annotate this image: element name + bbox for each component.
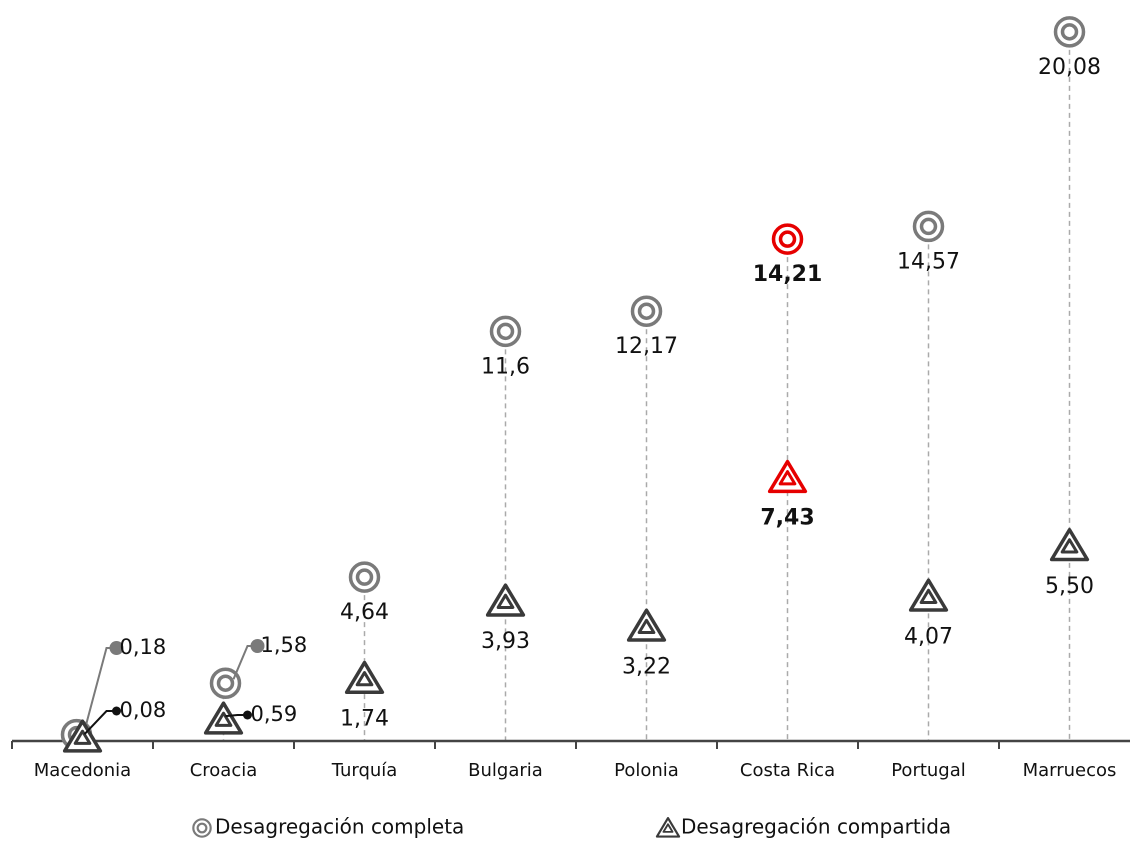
- circle-marker-inner: [778, 230, 797, 248]
- x-tick-label: Polonia: [614, 760, 679, 781]
- triangle-marker-outer: [62, 719, 103, 753]
- value-label: 3,93: [481, 629, 530, 654]
- legend-marker-outer: [192, 818, 212, 838]
- circle-marker-outer: [348, 561, 381, 593]
- value-label: 5,50: [1045, 574, 1094, 599]
- triangle-marker: [344, 660, 385, 695]
- triangle-marker: [485, 583, 526, 617]
- triangle-marker: [62, 719, 103, 753]
- x-tick-label: Marruecos: [1023, 760, 1117, 781]
- triangle-marker: [908, 578, 949, 612]
- triangle-marker-inner: [73, 729, 92, 745]
- x-tick-label: Turquía: [331, 760, 398, 781]
- triangle-marker-inner: [214, 711, 233, 727]
- x-tick-label: Macedonia: [34, 760, 131, 781]
- triangle-marker-inner: [496, 593, 515, 609]
- triangle-marker-outer: [344, 660, 385, 695]
- legend-marker: [655, 816, 681, 838]
- circle-marker-outer: [209, 667, 242, 699]
- circle-marker: [771, 223, 804, 255]
- value-label: 3,22: [622, 654, 671, 679]
- x-tick-label: Croacia: [190, 760, 258, 781]
- circle-marker: [489, 315, 522, 348]
- legend-label: Desagregación compartida: [681, 815, 951, 839]
- circle-marker-inner: [637, 302, 656, 320]
- x-tick-label: Bulgaria: [468, 760, 543, 781]
- circle-marker-outer: [630, 295, 663, 327]
- value-label: 1,74: [340, 707, 389, 732]
- circle-marker-inner: [1060, 23, 1079, 41]
- triangle-marker-inner: [1060, 538, 1079, 554]
- value-label: 20,08: [1038, 55, 1101, 80]
- triangle-marker-outer: [203, 701, 244, 735]
- circle-marker-inner: [216, 674, 235, 692]
- circle-marker: [209, 667, 242, 699]
- circle-marker-inner: [919, 217, 938, 236]
- triangle-marker-outer: [626, 608, 667, 642]
- triangle-marker: [626, 608, 667, 642]
- value-label: 12,17: [615, 334, 678, 359]
- value-label: 7,43: [760, 506, 814, 531]
- circle-marker-inner: [355, 568, 374, 586]
- legend-label: Desagregación completa: [215, 815, 464, 839]
- circle-marker-outer: [912, 210, 945, 243]
- circle-marker: [912, 210, 945, 243]
- value-label: 11,6: [481, 354, 530, 379]
- triangle-marker-inner: [637, 618, 656, 635]
- value-label: 0,59: [251, 702, 298, 726]
- legend-marker-inner: [662, 823, 674, 833]
- triangle-marker: [203, 701, 244, 735]
- triangle-marker-inner: [355, 671, 374, 687]
- circle-marker-outer: [489, 315, 522, 348]
- legend-marker-outer: [655, 816, 681, 838]
- x-tick-label: Costa Rica: [740, 760, 835, 781]
- circle-marker: [630, 295, 663, 327]
- value-label: 14,21: [753, 262, 823, 287]
- triangle-marker-inner: [919, 588, 938, 605]
- value-label: 0,18: [120, 635, 167, 659]
- value-label: 4,07: [904, 624, 953, 649]
- value-label: 14,57: [897, 249, 960, 274]
- callout-dot: [112, 706, 121, 716]
- triangle-marker-outer: [767, 459, 808, 494]
- x-tick-label: Portugal: [891, 760, 966, 781]
- circle-marker-inner: [496, 322, 515, 341]
- value-label: 0,08: [120, 698, 167, 722]
- circle-marker: [348, 561, 381, 593]
- triangle-marker-inner: [778, 470, 797, 486]
- circle-marker: [1053, 16, 1086, 48]
- triangle-marker: [1049, 528, 1090, 562]
- value-label: 1,58: [261, 633, 308, 657]
- triangle-marker-outer: [908, 578, 949, 612]
- triangle-marker-outer: [1049, 528, 1090, 562]
- triangle-marker: [767, 459, 808, 494]
- circle-marker-outer: [771, 223, 804, 255]
- callout-dot: [109, 641, 124, 655]
- callout-dot: [250, 639, 265, 653]
- legend-marker-inner: [196, 822, 208, 834]
- callout-dot: [243, 710, 252, 720]
- triangle-marker-outer: [485, 583, 526, 617]
- legend-marker: [192, 818, 212, 838]
- value-label: 4,64: [340, 600, 389, 625]
- circle-marker-outer: [1053, 16, 1086, 48]
